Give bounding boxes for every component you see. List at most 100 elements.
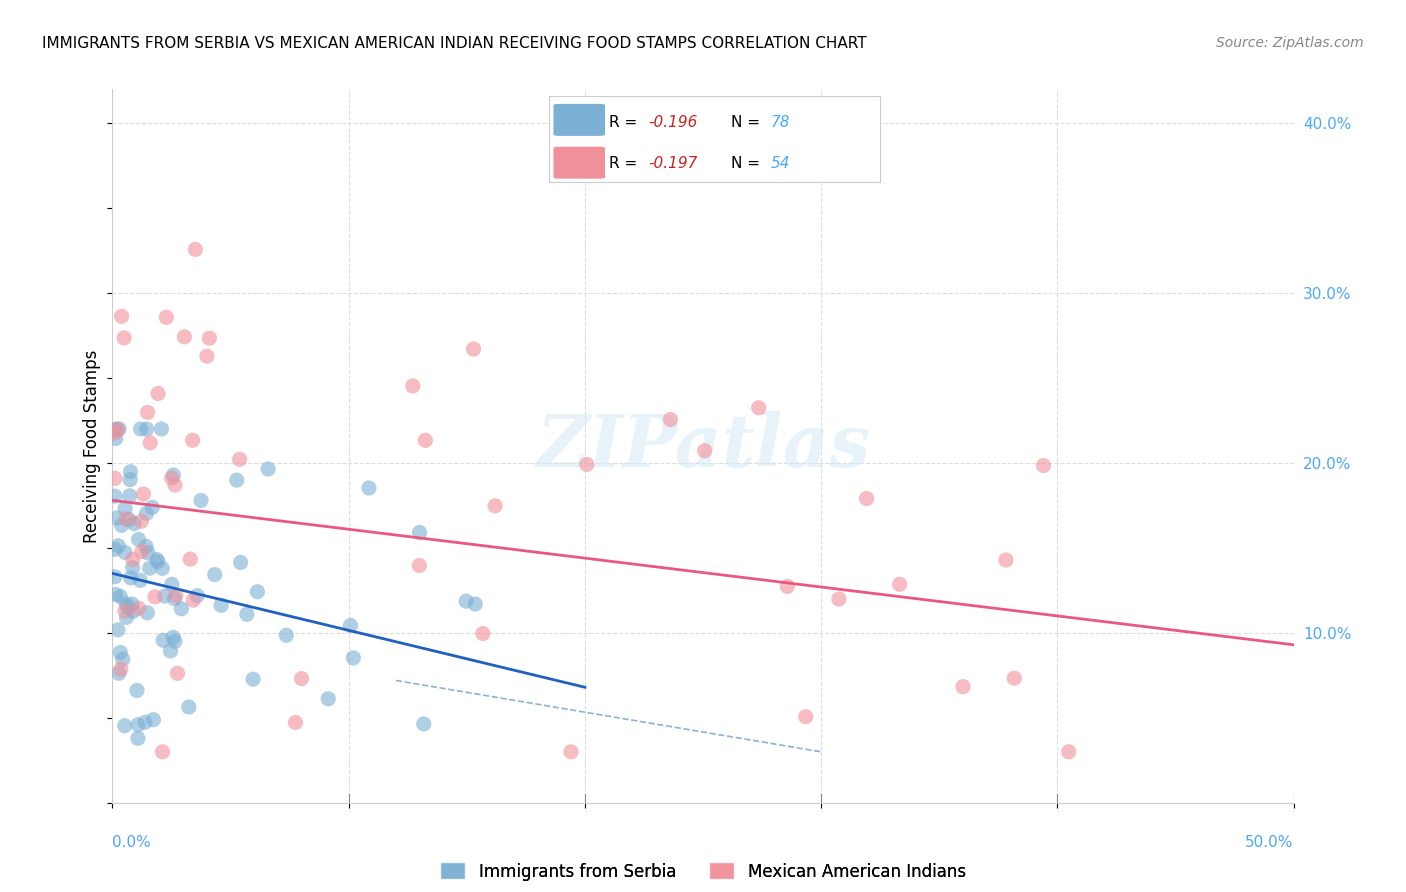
Mexican American Indians (104, 426, 127, 441)
Immigrants from Serbia (190, 493, 212, 508)
Legend: Immigrants from Serbia, Mexican American Indians: Immigrants from Serbia, Mexican American… (433, 855, 973, 888)
Immigrants from Serbia (339, 618, 361, 632)
Immigrants from Serbia (134, 715, 156, 730)
Immigrants from Serbia (104, 422, 127, 436)
Immigrants from Serbia (110, 518, 132, 533)
Immigrants from Serbia (316, 691, 339, 706)
Immigrants from Serbia (146, 555, 169, 569)
Immigrants from Serbia (229, 556, 252, 570)
Mexican American Indians (1032, 458, 1054, 473)
Mexican American Indians (128, 601, 150, 615)
Immigrants from Serbia (162, 468, 184, 483)
Mexican American Indians (179, 552, 201, 566)
Immigrants from Serbia (204, 567, 226, 582)
Mexican American Indians (160, 471, 183, 485)
Immigrants from Serbia (170, 601, 193, 615)
Immigrants from Serbia (135, 540, 157, 554)
Immigrants from Serbia (114, 545, 136, 559)
Text: ZIPatlas: ZIPatlas (536, 410, 870, 482)
Immigrants from Serbia (104, 570, 127, 584)
Mexican American Indians (1002, 671, 1025, 685)
Immigrants from Serbia (111, 652, 134, 666)
Immigrants from Serbia (456, 594, 478, 608)
Mexican American Indians (181, 593, 204, 607)
Mexican American Indians (114, 604, 136, 618)
Mexican American Indians (994, 553, 1017, 567)
Immigrants from Serbia (115, 610, 138, 624)
Text: Source: ZipAtlas.com: Source: ZipAtlas.com (1216, 36, 1364, 50)
Immigrants from Serbia (104, 542, 127, 557)
Mexican American Indians (184, 243, 207, 257)
Mexican American Indians (115, 512, 138, 526)
Mexican American Indians (195, 349, 218, 363)
Immigrants from Serbia (107, 539, 129, 553)
Mexican American Indians (163, 478, 186, 492)
Mexican American Indians (143, 590, 166, 604)
Immigrants from Serbia (236, 607, 259, 622)
Immigrants from Serbia (110, 590, 132, 604)
Immigrants from Serbia (114, 719, 136, 733)
Mexican American Indians (111, 310, 134, 324)
Mexican American Indians (132, 487, 155, 501)
Mexican American Indians (152, 745, 174, 759)
Mexican American Indians (181, 434, 204, 448)
Immigrants from Serbia (120, 465, 142, 479)
Immigrants from Serbia (120, 571, 142, 585)
Mexican American Indians (131, 544, 153, 558)
Immigrants from Serbia (122, 516, 145, 531)
Immigrants from Serbia (138, 561, 160, 575)
Mexican American Indians (121, 552, 143, 566)
Mexican American Indians (136, 405, 159, 419)
Immigrants from Serbia (257, 462, 280, 476)
Mexican American Indians (165, 589, 187, 603)
Immigrants from Serbia (104, 432, 127, 446)
Mexican American Indians (107, 422, 129, 436)
Y-axis label: Receiving Food Stamps: Receiving Food Stamps (83, 350, 101, 542)
Immigrants from Serbia (104, 587, 127, 601)
Immigrants from Serbia (152, 633, 174, 648)
Immigrants from Serbia (246, 584, 269, 599)
Immigrants from Serbia (107, 623, 129, 637)
Immigrants from Serbia (412, 717, 434, 731)
Mexican American Indians (889, 577, 911, 591)
Immigrants from Serbia (136, 546, 159, 560)
Mexican American Indians (284, 715, 307, 730)
Mexican American Indians (776, 579, 799, 593)
Mexican American Indians (146, 386, 169, 401)
Immigrants from Serbia (153, 589, 176, 603)
Immigrants from Serbia (160, 577, 183, 591)
Mexican American Indians (173, 330, 195, 344)
Mexican American Indians (415, 434, 437, 448)
Immigrants from Serbia (225, 473, 247, 487)
Immigrants from Serbia (142, 713, 165, 727)
Mexican American Indians (463, 342, 485, 356)
Immigrants from Serbia (163, 634, 186, 648)
Immigrants from Serbia (110, 645, 132, 659)
Immigrants from Serbia (128, 533, 150, 547)
Immigrants from Serbia (276, 628, 298, 642)
Mexican American Indians (748, 401, 770, 415)
Immigrants from Serbia (117, 600, 139, 615)
Mexican American Indians (693, 443, 716, 458)
Immigrants from Serbia (150, 561, 173, 575)
Immigrants from Serbia (121, 560, 143, 574)
Immigrants from Serbia (162, 631, 184, 645)
Immigrants from Serbia (127, 731, 149, 746)
Text: 50.0%: 50.0% (1246, 836, 1294, 850)
Immigrants from Serbia (150, 422, 173, 436)
Immigrants from Serbia (342, 651, 364, 665)
Immigrants from Serbia (177, 700, 200, 714)
Immigrants from Serbia (118, 489, 141, 503)
Mexican American Indians (408, 558, 430, 573)
Mexican American Indians (131, 514, 153, 528)
Mexican American Indians (104, 471, 127, 485)
Immigrants from Serbia (122, 604, 145, 618)
Mexican American Indians (139, 435, 162, 450)
Mexican American Indians (166, 666, 188, 681)
Mexican American Indians (402, 379, 425, 393)
Immigrants from Serbia (118, 512, 141, 526)
Mexican American Indians (794, 709, 817, 723)
Immigrants from Serbia (159, 644, 181, 658)
Immigrants from Serbia (108, 422, 131, 436)
Mexican American Indians (471, 626, 494, 640)
